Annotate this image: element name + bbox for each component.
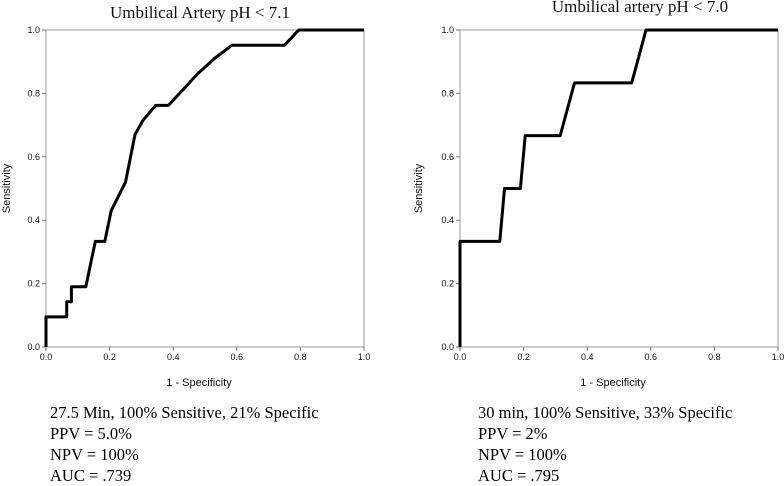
x-tick-label: 0.0 (454, 352, 467, 362)
x-tick-label: 0.6 (231, 352, 244, 362)
chart-title: Umbilical Artery pH < 7.1 (110, 3, 290, 22)
y-tick-label: 0.0 (27, 342, 40, 352)
ppv-value: PPV = 5.0% (50, 424, 132, 443)
plot-frame (45, 29, 365, 348)
y-tick-label: 0.6 (27, 152, 40, 162)
x-axis-label: 1 - Specificity (166, 377, 232, 389)
y-tick-label: 0.8 (441, 88, 454, 98)
x-tick-label: 0.8 (708, 352, 721, 362)
x-tick-label: 0.0 (40, 352, 53, 362)
stats-block: 30 min, 100% Sensitive, 33% Specific PPV… (478, 402, 732, 486)
roc-curve-line (44, 28, 364, 347)
x-axis-label: 1 - Specificity (580, 377, 646, 389)
x-tick-label: 0.6 (645, 352, 658, 362)
x-tick-label: 0.4 (167, 352, 180, 362)
stats-block: 27.5 Min, 100% Sensitive, 21% Specific P… (50, 402, 319, 486)
x-tick-label: 0.4 (581, 352, 594, 362)
x-tick-label: 1.0 (358, 352, 371, 362)
ppv-value: PPV = 2% (478, 424, 548, 443)
y-tick-label: 0.2 (441, 279, 454, 289)
x-tick-label: 0.2 (517, 352, 530, 362)
roc-plot-svg: Umbilical artery pH < 7.0 0.0 0.2 0.4 0.6 0.8… (413, 0, 784, 389)
cutoff-summary: 27.5 Min, 100% Sensitive, 21% Specific (50, 403, 319, 422)
x-tick-label: 0.8 (294, 352, 307, 362)
y-axis-label: Sensitivity (1, 163, 13, 213)
chart-title: Umbilical artery pH < 7.0 (552, 0, 728, 16)
y-tick-label: 0.4 (441, 215, 454, 225)
y-tick-label: 1.0 (441, 25, 454, 35)
y-tick-label: 0.0 (441, 342, 454, 352)
y-tick-label: 0.6 (441, 152, 454, 162)
npv-value: NPV = 100% (50, 445, 139, 464)
npv-value: NPV = 100% (478, 445, 567, 464)
y-axis-label: Sensitivity (413, 163, 425, 213)
x-tick-label: 1.0 (772, 352, 784, 362)
plot-frame (459, 29, 779, 348)
y-tick-label: 0.4 (27, 215, 40, 225)
auc-value: AUC = .795 (478, 466, 560, 485)
y-tick-label: 1.0 (27, 25, 40, 35)
cutoff-summary: 30 min, 100% Sensitive, 33% Specific (478, 403, 733, 422)
y-tick-label: 0.8 (27, 88, 40, 98)
roc-plot-svg: Umbilical Artery pH < 7.1 0.0 0.2 0.4 0.6 0.8… (1, 3, 371, 389)
y-tick-label: 0.2 (27, 279, 40, 289)
auc-value: AUC = .739 (50, 466, 132, 485)
roc-curve-line (458, 28, 778, 347)
x-tick-label: 0.2 (103, 352, 116, 362)
